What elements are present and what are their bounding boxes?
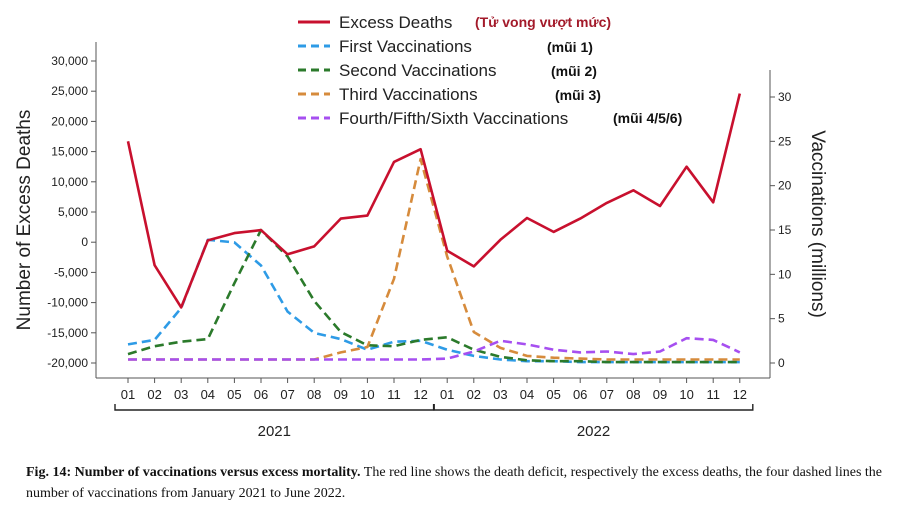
legend-note: (mũi 4/5/6) <box>613 110 682 126</box>
right-tick-label: 15 <box>778 223 792 237</box>
legend-note: (mũi 1) <box>547 39 593 55</box>
series-line-fourth-fifth-sixth-vaccinations <box>128 336 741 361</box>
right-tick-label: 0 <box>778 356 785 370</box>
left-tick-label: -5,000 <box>54 265 88 279</box>
left-tick-label: 30,000 <box>51 54 88 68</box>
legend-label: Fourth/Fifth/Sixth Vaccinations <box>339 109 568 128</box>
x-tick-label: 09 <box>334 387 348 402</box>
right-tick-label: 5 <box>778 312 785 326</box>
left-tick-label: 15,000 <box>51 145 88 159</box>
right-tick-label: 25 <box>778 134 792 148</box>
x-tick-label: 01 <box>440 387 454 402</box>
x-tick-label: 08 <box>626 387 640 402</box>
legend-label: Third Vaccinations <box>339 85 478 104</box>
legend-note: (Tử vong vượt mức) <box>475 14 611 30</box>
x-tick-label: 11 <box>706 387 720 402</box>
x-axis-ticks: 01 02 03 04 05 06 07 08 09 10 11 12 01 02 03 04 05 06 07 08… <box>121 378 747 402</box>
x-tick-label: 03 <box>174 387 188 402</box>
year-label: 2022 <box>577 423 610 440</box>
figure-caption: Fig. 14: Number of vaccinations versus e… <box>26 462 886 504</box>
left-tick-label: 10,000 <box>51 175 88 189</box>
legend-label: Excess Deaths <box>339 13 452 32</box>
right-axis-ticks: 0 5 10 15 20 25 30 <box>770 90 792 370</box>
left-tick-label: 0 <box>81 235 88 249</box>
x-tick-label: 08 <box>307 387 321 402</box>
x-tick-label: 04 <box>201 387 215 402</box>
legend-label: Second Vaccinations <box>339 61 497 80</box>
x-tick-label: 11 <box>387 387 401 402</box>
x-tick-label: 06 <box>254 387 268 402</box>
x-tick-label: 06 <box>573 387 587 402</box>
x-tick-label: 12 <box>733 387 747 402</box>
x-tick-label: 01 <box>121 387 135 402</box>
x-tick-label: 04 <box>520 387 534 402</box>
left-tick-label: -15,000 <box>47 326 88 340</box>
legend: Excess Deaths (Tử vong vượt mức)First Vac… <box>298 13 682 128</box>
x-tick-label: 02 <box>147 387 161 402</box>
x-tick-label: 12 <box>413 387 427 402</box>
left-axis-ticks: -20,000 -15,000 -10,000 -5,000 0 5,000 10,000 1… <box>47 54 96 370</box>
legend-note: (mũi 2) <box>551 63 597 79</box>
year-groups: 2021 2022 <box>114 404 754 440</box>
left-axis-label: Number of Excess Deaths <box>14 110 35 331</box>
x-tick-label: 07 <box>600 387 614 402</box>
series-line-third-vaccinations <box>128 157 740 361</box>
chart-svg: Number of Excess Deaths Vaccinations (mi… <box>14 13 828 440</box>
x-tick-label: 05 <box>227 387 241 402</box>
left-tick-label: -10,000 <box>47 296 88 310</box>
left-tick-label: 25,000 <box>51 84 88 98</box>
x-tick-label: 10 <box>679 387 693 402</box>
right-tick-label: 30 <box>778 90 792 104</box>
legend-note: (mũi 3) <box>555 87 601 103</box>
right-axis-label: Vaccinations (millions) <box>807 130 828 318</box>
x-tick-label: 05 <box>546 387 560 402</box>
series-line-second-vaccinations <box>127 228 740 364</box>
left-tick-label: -20,000 <box>47 356 88 370</box>
x-tick-label: 03 <box>493 387 507 402</box>
x-tick-label: 02 <box>467 387 481 402</box>
right-tick-label: 20 <box>778 179 792 193</box>
caption-label: Fig. 14: <box>26 465 72 480</box>
year-label: 2021 <box>258 423 291 440</box>
caption-text: The red line shows the death deficit, re… <box>26 465 883 501</box>
right-tick-label: 10 <box>778 267 792 281</box>
caption-title: Number of vaccinations versus excess mor… <box>74 465 361 480</box>
x-tick-label: 07 <box>280 387 294 402</box>
left-tick-label: 5,000 <box>58 205 88 219</box>
year-bracket <box>114 404 435 411</box>
series-lines <box>126 93 742 364</box>
x-tick-label: 09 <box>653 387 667 402</box>
x-tick-label: 10 <box>360 387 374 402</box>
legend-label: First Vaccinations <box>339 37 472 56</box>
series-line-excess-deaths <box>126 93 742 309</box>
left-tick-label: 20,000 <box>51 114 88 128</box>
year-bracket <box>433 404 754 411</box>
series-line-first-vaccinations <box>127 238 740 364</box>
